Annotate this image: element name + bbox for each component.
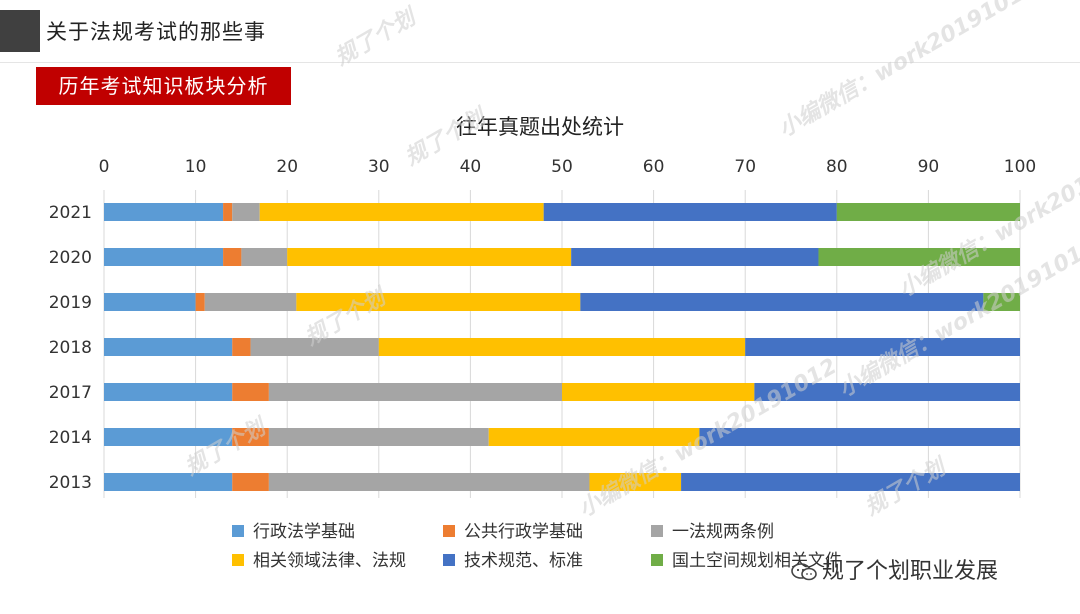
y-category-label: 2013	[49, 473, 92, 493]
bar-segment	[836, 203, 1020, 221]
y-category-label: 2018	[49, 338, 92, 358]
bar-segment	[204, 293, 297, 311]
x-tick-label: 10	[185, 157, 207, 177]
bar-segment	[241, 248, 288, 266]
bar-segment	[223, 203, 233, 221]
bar-segment	[259, 203, 544, 221]
legend-label: 公共行政学基础	[464, 522, 583, 542]
bar-segment	[571, 248, 819, 266]
bar-segment	[232, 203, 260, 221]
x-tick-label: 80	[826, 157, 848, 177]
bar-segment	[818, 248, 1020, 266]
section-label: 历年考试知识板块分析	[36, 67, 291, 105]
bar-segment	[104, 203, 224, 221]
bar-segment	[699, 428, 1020, 446]
bar-segment	[232, 338, 251, 356]
chart-title: 往年真题出处统计	[456, 115, 624, 139]
legend-label: 国土空间规划相关文件	[672, 551, 842, 571]
bar-segment	[378, 338, 746, 356]
bar-segment	[296, 293, 581, 311]
page-title: 关于法规考试的那些事	[46, 20, 266, 44]
legend-swatch	[443, 554, 455, 566]
x-tick-label: 0	[99, 157, 110, 177]
x-tick-label: 40	[460, 157, 482, 177]
y-category-label: 2019	[49, 293, 92, 313]
bar-segment	[250, 338, 379, 356]
x-axis-ticks: 0 10 20 30 40 50 60 70 80 90 100	[99, 157, 1037, 177]
x-tick-label: 90	[918, 157, 940, 177]
bar-segment	[287, 248, 572, 266]
wechat-icon	[791, 563, 817, 581]
legend-swatch	[232, 554, 244, 566]
bar-segment	[268, 428, 489, 446]
x-tick-label: 60	[643, 157, 665, 177]
bar-segment	[268, 473, 590, 491]
bar-segment	[232, 383, 269, 401]
bar-segment	[104, 473, 233, 491]
legend-swatch	[443, 525, 455, 537]
legend-swatch	[651, 554, 663, 566]
bar-segment	[104, 248, 224, 266]
y-category-label: 2021	[49, 203, 92, 223]
x-tick-label: 70	[734, 157, 756, 177]
bar-segment	[580, 293, 984, 311]
bar-segment	[488, 428, 700, 446]
footer-brand-text: 规了个划职业发展	[822, 559, 999, 584]
legend-label: 技术规范、标准	[464, 551, 583, 571]
bar-segment	[543, 203, 837, 221]
bar-segment	[223, 248, 242, 266]
footer-brand: 规了个划职业发展	[790, 553, 998, 585]
x-tick-label: 100	[1004, 157, 1036, 177]
bar-segment	[104, 338, 233, 356]
bar-segment	[681, 473, 1020, 491]
header-divider	[0, 62, 1080, 63]
x-tick-label: 30	[368, 157, 390, 177]
bar-segment	[232, 473, 269, 491]
header-square-icon	[0, 10, 40, 52]
x-tick-label: 50	[551, 157, 573, 177]
y-category-label: 2017	[49, 383, 92, 403]
legend-swatch	[232, 525, 244, 537]
legend-label: 行政法学基础	[253, 522, 355, 542]
bar-segment	[195, 293, 205, 311]
y-category-label: 2020	[49, 248, 92, 268]
y-axis-labels: 2021 2020 2019 2018 2017 2014 2013	[49, 203, 92, 493]
bar-segment	[745, 338, 1020, 356]
bar-segment	[268, 383, 562, 401]
x-tick-label: 20	[276, 157, 298, 177]
header-bar	[0, 0, 1080, 62]
y-category-label: 2014	[49, 428, 92, 448]
bars	[104, 203, 1020, 491]
bar-segment	[104, 428, 233, 446]
bar-segment	[589, 473, 682, 491]
legend-label: 相关领域法律、法规	[253, 551, 406, 571]
bar-segment	[754, 383, 1020, 401]
bar-segment	[232, 428, 269, 446]
bar-segment	[983, 293, 1020, 311]
bar-segment	[104, 293, 196, 311]
bar-segment	[104, 383, 233, 401]
bar-segment	[562, 383, 755, 401]
legend-swatch	[651, 525, 663, 537]
legend-label: 一法规两条例	[672, 522, 774, 542]
